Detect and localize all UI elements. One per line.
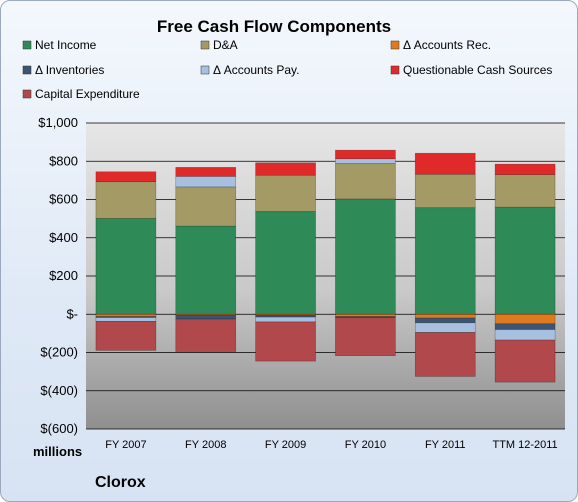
bar-segment (335, 163, 396, 200)
bar-segment (335, 149, 396, 160)
bar-segment (175, 167, 237, 177)
bar-segment (255, 174, 316, 212)
y-tick-label: $800 (49, 153, 78, 168)
bar-segment (414, 207, 476, 315)
y-tick-label: $(600) (40, 421, 78, 436)
legend-label: Δ Inventories (35, 63, 104, 77)
bar-segment (494, 339, 556, 383)
bar-segment (175, 225, 237, 315)
y-tick-label: $- (66, 306, 78, 321)
bar-segment (494, 313, 556, 325)
y-tick-label: $1,000 (38, 115, 78, 130)
legend-label: Questionable Cash Sources (403, 63, 552, 77)
legend-swatch (22, 65, 32, 75)
x-axis: FY 2007 FY 2008 FY 2009 FY 2010 FY 2011 TTM 1… (105, 439, 557, 451)
y-tick-label: $(200) (40, 345, 78, 360)
bar-segment (175, 176, 237, 188)
x-tick-label: FY 2010 (345, 439, 386, 451)
bars (95, 149, 556, 383)
bar-segment (95, 171, 157, 183)
bar-segment (175, 314, 237, 320)
bar-segment (95, 313, 157, 317)
x-tick-label: FY 2009 (265, 439, 306, 451)
legend-label: Δ Accounts Pay. (213, 63, 300, 77)
legend-label: Δ Accounts Rec. (403, 38, 491, 52)
x-tick-label: FY 2007 (105, 439, 146, 451)
bar-segment (95, 321, 157, 351)
legend-label: Capital Expenditure (35, 87, 140, 101)
x-tick-label: FY 2011 (425, 439, 466, 451)
bar-segment (255, 211, 316, 315)
legend-swatch (200, 65, 210, 75)
y-tick-label: $(400) (40, 383, 78, 398)
y-tick-label: $400 (49, 230, 78, 245)
legend-swatch (200, 40, 210, 50)
legend-swatch (390, 65, 400, 75)
bar-segment (335, 317, 396, 357)
legend-label: D&A (213, 38, 238, 52)
unit-label: millions (33, 444, 82, 459)
bar-segment (414, 317, 476, 324)
bar-segment (335, 158, 396, 164)
bar-segment (255, 321, 316, 362)
bar-segment (494, 174, 556, 208)
x-tick-label: TTM 12-2011 (492, 439, 557, 451)
y-axis: $1,000 $800 $600 $400 $200 $- $(200) $(400) $(60… (38, 115, 78, 436)
x-tick-label: FY 2008 (185, 439, 226, 451)
bar-segment (255, 316, 316, 323)
legend-swatch (22, 40, 32, 50)
gridlines (86, 122, 565, 430)
legend-label: Net Income (35, 38, 97, 52)
legend-swatch (390, 40, 400, 50)
bar-segment (335, 313, 396, 317)
bar-segment (175, 186, 237, 227)
bar-segment (414, 332, 476, 377)
y-tick-label: $600 (49, 192, 78, 207)
y-tick-label: $200 (49, 268, 78, 283)
legend-swatch (22, 89, 32, 99)
bar-segment (414, 313, 476, 319)
bar-segment (414, 322, 476, 333)
bar-segment (255, 162, 316, 176)
bar-segment (414, 152, 476, 175)
legend: Net Income D&A Δ Accounts Rec. Δ Inventorie… (22, 38, 552, 101)
bar-segment (95, 181, 157, 219)
chart-title: Free Cash Flow Components (157, 17, 391, 36)
bar-segment (175, 318, 237, 352)
bar-segment (494, 206, 556, 315)
company-label: Clorox (95, 474, 146, 491)
bar-segment (95, 317, 157, 322)
bar-segment (414, 173, 476, 209)
bar-segment (494, 323, 556, 330)
bar-segment (335, 198, 396, 315)
bar-segment (494, 163, 556, 175)
bar-segment (95, 218, 157, 315)
bar-segment (494, 329, 556, 341)
